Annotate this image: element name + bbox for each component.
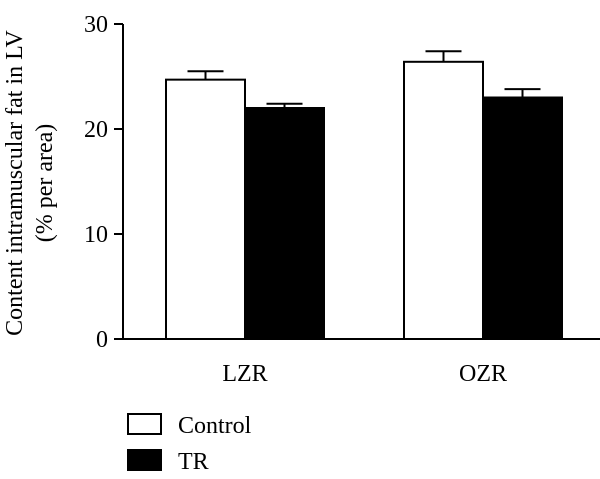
y-axis-title-line-1: Content intramuscular fat in LV [2,29,28,335]
legend-swatch-control [127,413,162,435]
legend-label-control: Control [178,413,252,439]
y-tick-label: 10 [84,222,108,248]
y-tick-label: 20 [84,117,108,143]
legend-label-tr: TR [178,449,209,475]
legend: Control TR [127,413,252,475]
bar-tr-lzr [244,107,325,340]
x-category-label: OZR [459,361,507,387]
y-axis-title-line-2: (% per area) [32,124,58,243]
bar-control-ozr [403,60,484,341]
y-axis-title: Content intramuscular fat in LV (% per a… [2,29,58,335]
bar-control-lzr [165,78,246,341]
y-axis: 0 10 20 30 [84,12,124,353]
x-axis: LZR OZR [123,338,600,387]
x-category-label: LZR [222,361,267,387]
bars [165,50,563,341]
y-tick-label: 0 [96,327,108,353]
legend-swatch-tr [127,449,162,471]
bar-tr-ozr [482,96,563,340]
y-tick-label: 30 [84,12,108,38]
